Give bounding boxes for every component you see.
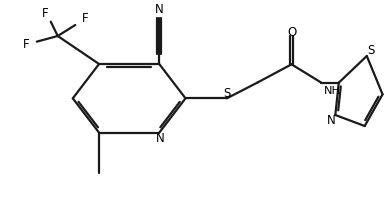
Text: F: F [23,38,30,50]
Text: F: F [82,12,89,25]
Text: NH: NH [324,86,341,96]
Text: N: N [156,132,165,145]
Text: N: N [155,3,164,16]
Text: F: F [42,7,49,20]
Text: S: S [223,87,231,100]
Text: N: N [327,113,336,127]
Text: S: S [367,45,375,57]
Text: O: O [287,25,296,39]
